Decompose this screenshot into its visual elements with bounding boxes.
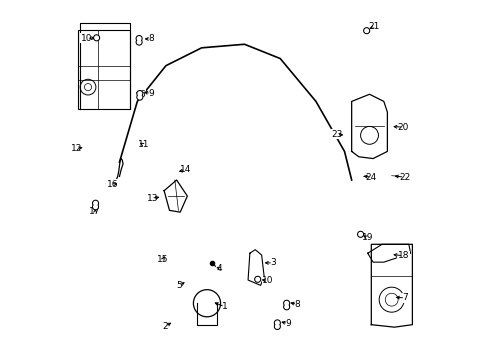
Circle shape bbox=[275, 325, 279, 328]
Text: 7: 7 bbox=[402, 293, 407, 302]
Circle shape bbox=[95, 36, 98, 40]
Text: 22: 22 bbox=[398, 173, 409, 182]
Text: 10: 10 bbox=[81, 34, 92, 43]
Circle shape bbox=[93, 201, 98, 206]
Text: 2: 2 bbox=[162, 322, 168, 331]
Text: 12: 12 bbox=[71, 144, 82, 153]
Circle shape bbox=[285, 305, 288, 309]
Text: 4: 4 bbox=[216, 264, 222, 273]
Text: 16: 16 bbox=[107, 180, 119, 189]
Circle shape bbox=[283, 304, 289, 310]
Text: 6: 6 bbox=[140, 90, 145, 99]
Circle shape bbox=[93, 204, 98, 210]
Text: 10: 10 bbox=[262, 276, 273, 285]
Circle shape bbox=[138, 92, 142, 95]
Text: 17: 17 bbox=[89, 207, 101, 216]
Text: 20: 20 bbox=[397, 123, 408, 132]
Circle shape bbox=[136, 36, 142, 41]
Text: 13: 13 bbox=[146, 194, 158, 203]
Text: 8: 8 bbox=[148, 35, 153, 44]
Text: 19: 19 bbox=[361, 233, 373, 242]
Circle shape bbox=[138, 95, 142, 99]
Circle shape bbox=[94, 202, 97, 205]
Text: 1: 1 bbox=[222, 302, 227, 311]
Text: 14: 14 bbox=[180, 166, 191, 175]
Text: 5: 5 bbox=[176, 281, 182, 290]
Text: 9: 9 bbox=[148, 89, 153, 98]
Circle shape bbox=[364, 29, 367, 32]
Text: 11: 11 bbox=[138, 140, 149, 149]
Circle shape bbox=[285, 301, 288, 305]
Text: 21: 21 bbox=[367, 22, 379, 31]
Circle shape bbox=[274, 324, 280, 329]
Text: 9: 9 bbox=[285, 319, 290, 328]
Text: 24: 24 bbox=[365, 173, 376, 182]
Circle shape bbox=[274, 320, 280, 326]
Circle shape bbox=[254, 276, 260, 282]
Text: 18: 18 bbox=[397, 251, 408, 260]
Text: 3: 3 bbox=[270, 258, 275, 267]
Circle shape bbox=[137, 40, 141, 44]
Circle shape bbox=[357, 231, 363, 237]
Circle shape bbox=[137, 94, 142, 100]
Circle shape bbox=[275, 321, 279, 325]
Circle shape bbox=[283, 300, 289, 306]
Circle shape bbox=[358, 233, 362, 236]
Text: 8: 8 bbox=[294, 300, 300, 309]
Circle shape bbox=[363, 28, 369, 33]
Circle shape bbox=[255, 278, 259, 281]
Text: 23: 23 bbox=[330, 130, 342, 139]
Circle shape bbox=[137, 91, 142, 96]
Circle shape bbox=[94, 205, 97, 208]
Bar bbox=[78, 30, 130, 109]
Text: 15: 15 bbox=[157, 255, 168, 264]
Circle shape bbox=[94, 35, 99, 41]
Circle shape bbox=[136, 39, 142, 45]
Circle shape bbox=[137, 37, 141, 40]
